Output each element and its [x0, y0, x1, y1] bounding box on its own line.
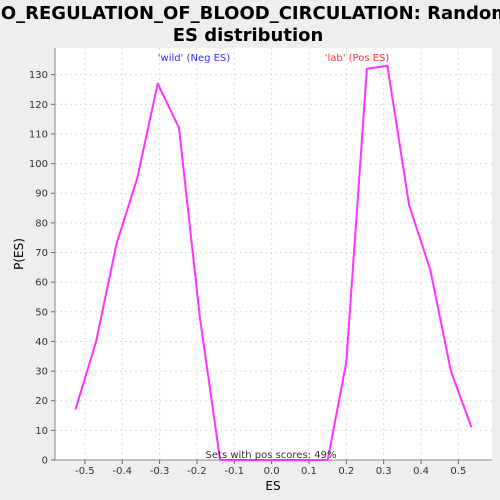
x-tick-label: -0.5 — [75, 466, 95, 477]
x-tick-label: -0.1 — [225, 466, 245, 477]
y-tick-label: 20 — [35, 396, 48, 407]
pos-scores-annotation: Sets with pos scores: 49% — [206, 450, 337, 461]
y-tick-label: 120 — [29, 100, 48, 111]
x-axis-label: ES — [265, 479, 280, 493]
x-tick-label: -0.3 — [150, 466, 170, 477]
y-tick-label: 100 — [29, 159, 48, 170]
y-tick-label: 40 — [35, 337, 48, 348]
y-axis-label: P(ES) — [12, 238, 26, 270]
x-tick-label: -0.4 — [112, 466, 132, 477]
x-tick-label: 0.0 — [264, 466, 280, 477]
y-tick-label: 110 — [29, 129, 48, 140]
y-tick-label: 130 — [29, 70, 48, 81]
y-tick-label: 80 — [35, 218, 48, 229]
pos-es-annotation: 'lab' (Pos ES) — [325, 53, 390, 64]
y-tick-label: 30 — [35, 367, 48, 378]
y-tick-label: 60 — [35, 278, 48, 289]
y-tick-label: 0 — [42, 456, 48, 467]
x-tick-label: 0.4 — [413, 466, 429, 477]
y-tick-label: 90 — [35, 189, 48, 200]
plot-area — [55, 48, 492, 460]
chart-title-line2: ES distribution — [173, 25, 324, 46]
y-tick-label: 70 — [35, 248, 48, 259]
y-tick-label: 50 — [35, 307, 48, 318]
x-tick-label: 0.1 — [301, 466, 317, 477]
x-tick-label: 0.3 — [376, 466, 392, 477]
x-tick-label: 0.2 — [338, 466, 354, 477]
x-tick-label: -0.2 — [187, 466, 207, 477]
neg-es-annotation: 'wild' (Neg ES) — [158, 53, 230, 64]
x-tick-label: 0.5 — [450, 466, 466, 477]
y-tick-label: 10 — [35, 426, 48, 437]
chart-title-line1: GO_REGULATION_OF_BLOOD_CIRCULATION: Rand… — [0, 3, 500, 24]
